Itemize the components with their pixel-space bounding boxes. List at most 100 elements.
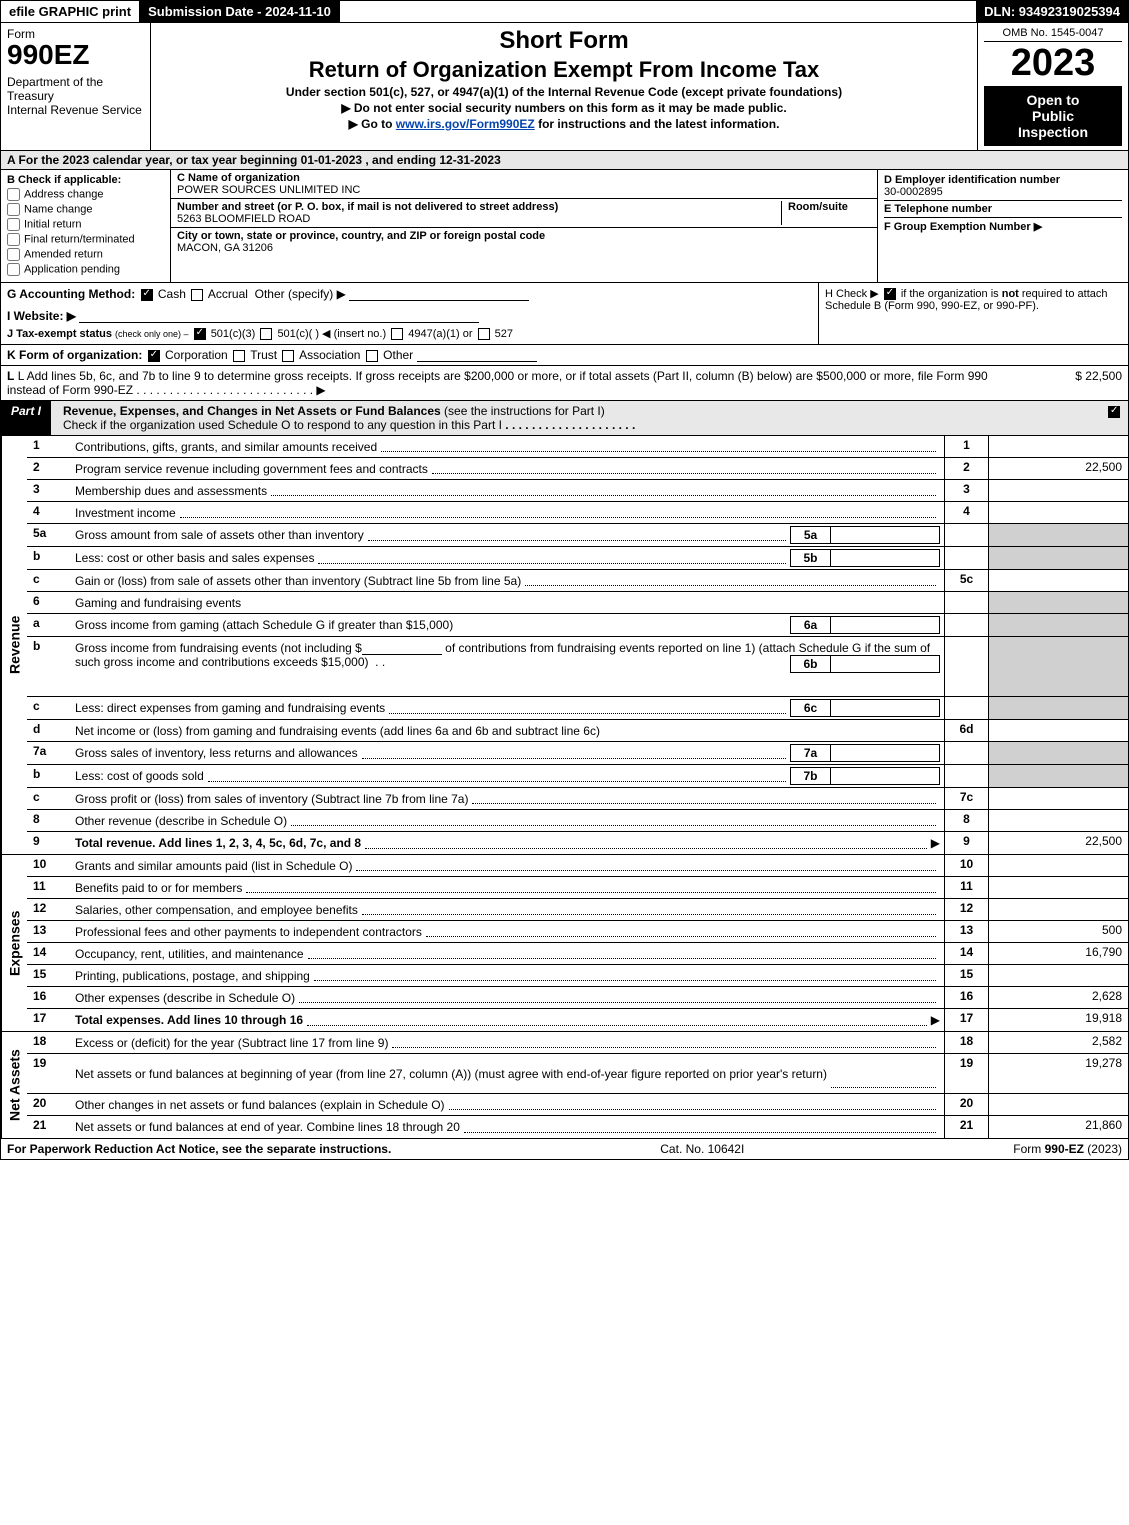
line-20-box: 20 — [944, 1094, 988, 1115]
chk-address-change[interactable]: Address change — [7, 188, 164, 201]
box-def: D Employer identification number 30-0002… — [878, 170, 1128, 282]
line-6a-text: Gross income from gaming (attach Schedul… — [75, 618, 453, 632]
line-4-num: 4 — [27, 502, 71, 523]
line-5b-amount — [988, 547, 1128, 569]
corp-label: Corporation — [165, 348, 228, 362]
line-9-text: Total revenue. Add lines 1, 2, 3, 4, 5c,… — [75, 836, 361, 850]
chk-corp[interactable] — [148, 350, 160, 362]
chk-amended-return[interactable]: Amended return — [7, 248, 164, 261]
chk-501c[interactable] — [260, 328, 272, 340]
other-fill — [349, 289, 529, 301]
part1-title: Revenue, Expenses, and Changes in Net As… — [59, 401, 1100, 435]
row-g-label: G Accounting Method: — [7, 287, 135, 301]
line-15-box: 15 — [944, 965, 988, 986]
line-7a: 7a Gross sales of inventory, less return… — [27, 742, 1128, 765]
chk-initial-return[interactable]: Initial return — [7, 218, 164, 231]
chk-application-pending-input[interactable] — [7, 263, 20, 276]
line-6b-pre: Gross income from fundraising events (no… — [75, 641, 362, 655]
footer-right-post: (2023) — [1084, 1142, 1122, 1156]
line-11-desc: Benefits paid to or for members — [71, 877, 944, 898]
side-label-net: Net Assets — [1, 1032, 27, 1138]
arrow-icon-17: ▶ — [931, 1013, 940, 1027]
part1-check-line: Check if the organization used Schedule … — [63, 418, 502, 432]
row-l-text: L Add lines 5b, 6c, and 7b to line 9 to … — [7, 369, 988, 397]
line-5a-num: 5a — [27, 524, 71, 546]
line-6-desc: Gaming and fundraising events — [71, 592, 944, 613]
form-header: Form 990EZ Department of the Treasury In… — [0, 23, 1129, 151]
org-name-row: C Name of organization POWER SOURCES UNL… — [171, 170, 877, 199]
expenses-body: 10 Grants and similar amounts paid (list… — [27, 855, 1128, 1031]
chk-name-change[interactable]: Name change — [7, 203, 164, 216]
chk-accrual[interactable] — [191, 289, 203, 301]
line-6b-fill — [362, 643, 442, 655]
line-13-amount: 500 — [988, 921, 1128, 942]
subtitle-1: Under section 501(c), 527, or 4947(a)(1)… — [159, 85, 969, 99]
line-6c: c Less: direct expenses from gaming and … — [27, 697, 1128, 720]
line-3-desc: Membership dues and assessments — [71, 480, 944, 501]
line-2-text: Program service revenue including govern… — [75, 462, 428, 476]
line-6b-subval — [830, 655, 940, 673]
line-19-num: 19 — [27, 1054, 71, 1093]
line-5a-amount — [988, 524, 1128, 546]
chk-501c3[interactable] — [194, 328, 206, 340]
chk-assoc[interactable] — [282, 350, 294, 362]
line-8-text: Other revenue (describe in Schedule O) — [75, 814, 287, 828]
line-12-desc: Salaries, other compensation, and employ… — [71, 899, 944, 920]
group-block: F Group Exemption Number ▶ — [884, 218, 1122, 235]
sub3-post: for instructions and the latest informat… — [535, 117, 780, 131]
line-21-desc: Net assets or fund balances at end of ye… — [71, 1116, 944, 1138]
line-19-text: Net assets or fund balances at beginning… — [75, 1067, 827, 1081]
line-7a-amount — [988, 742, 1128, 764]
chk-527[interactable] — [478, 328, 490, 340]
footer-right: Form 990-EZ (2023) — [1013, 1142, 1122, 1156]
line-2-amount: 22,500 — [988, 458, 1128, 479]
line-7b-box — [944, 765, 988, 787]
line-5c-desc: Gain or (loss) from sale of assets other… — [71, 570, 944, 591]
line-7a-sublabel: 7a — [790, 744, 830, 762]
website-fill — [79, 311, 479, 323]
chk-initial-return-input[interactable] — [7, 218, 20, 231]
line-7c-amount — [988, 788, 1128, 809]
line-11: 11 Benefits paid to or for members 11 — [27, 877, 1128, 899]
omb-number: OMB No. 1545-0047 — [984, 27, 1122, 42]
chk-name-change-input[interactable] — [7, 203, 20, 216]
chk-cash[interactable] — [141, 289, 153, 301]
line-14-desc: Occupancy, rent, utilities, and maintena… — [71, 943, 944, 964]
chk-final-return-input[interactable] — [7, 233, 20, 246]
subtitle-2: ▶ Do not enter social security numbers o… — [159, 101, 969, 115]
chk-trust[interactable] — [233, 350, 245, 362]
line-6-num: 6 — [27, 592, 71, 613]
line-2-box: 2 — [944, 458, 988, 479]
chk-application-pending[interactable]: Application pending — [7, 263, 164, 276]
line-20-num: 20 — [27, 1094, 71, 1115]
line-7a-num: 7a — [27, 742, 71, 764]
part1-checkbox-cell — [1100, 401, 1128, 435]
line-21-text: Net assets or fund balances at end of ye… — [75, 1120, 460, 1134]
assoc-label: Association — [299, 348, 360, 362]
line-5b: b Less: cost or other basis and sales ex… — [27, 547, 1128, 570]
chk-amended-return-input[interactable] — [7, 248, 20, 261]
line-20-text: Other changes in net assets or fund bala… — [75, 1098, 445, 1112]
chk-other-org[interactable] — [366, 350, 378, 362]
line-6c-amount — [988, 697, 1128, 719]
line-6b-box — [944, 637, 988, 696]
chk-final-return[interactable]: Final return/terminated — [7, 233, 164, 246]
chk-address-change-input[interactable] — [7, 188, 20, 201]
chk-initial-return-label: Initial return — [24, 218, 81, 230]
chk-schedule-o[interactable] — [1108, 406, 1120, 418]
other-org-label: Other — [383, 348, 413, 362]
line-9: 9 Total revenue. Add lines 1, 2, 3, 4, 5… — [27, 832, 1128, 854]
4947-label: 4947(a)(1) or — [408, 328, 472, 340]
line-6a-box — [944, 614, 988, 636]
irs-link[interactable]: www.irs.gov/Form990EZ — [396, 117, 535, 131]
part1-header: Part I Revenue, Expenses, and Changes in… — [0, 401, 1129, 436]
box-b-header: B Check if applicable: — [7, 174, 164, 186]
open-line3: Inspection — [986, 124, 1120, 140]
efile-label: efile GRAPHIC print — [1, 1, 140, 22]
chk-4947[interactable] — [391, 328, 403, 340]
chk-not-required[interactable] — [884, 288, 896, 300]
line-6-box — [944, 592, 988, 613]
top-bar: efile GRAPHIC print Submission Date - 20… — [0, 0, 1129, 23]
line-20: 20 Other changes in net assets or fund b… — [27, 1094, 1128, 1116]
tax-year: 2023 — [984, 44, 1122, 82]
